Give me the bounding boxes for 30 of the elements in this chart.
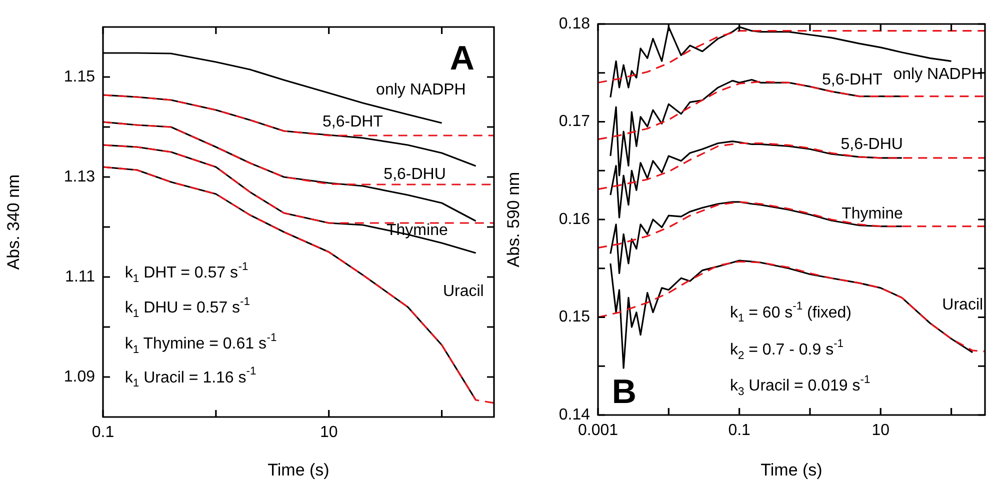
series-label: 5,6-DHT bbox=[822, 71, 883, 88]
y-tick-label: 1.13 bbox=[64, 168, 96, 186]
y-tick-label: 1.09 bbox=[64, 368, 96, 386]
legend-label: Uracil bbox=[442, 283, 484, 300]
x-tick-label: 0.001 bbox=[578, 422, 618, 440]
annotation: A bbox=[450, 40, 474, 78]
x-tick-label: 10 bbox=[872, 422, 890, 440]
y-tick-label: 0.18 bbox=[558, 15, 590, 32]
x-tick-label: 0.1 bbox=[92, 424, 114, 442]
y-tick-label: 0.17 bbox=[558, 113, 590, 130]
y-tick-label: 0.16 bbox=[558, 210, 590, 228]
annotation: B bbox=[612, 372, 636, 411]
series-label: 5,6-DHT bbox=[322, 114, 384, 131]
y-tick-label: 1.11 bbox=[65, 268, 96, 286]
y-axis-title: Abs. 340 nm bbox=[4, 174, 23, 270]
y-tick-label: 0.15 bbox=[558, 308, 590, 326]
x-tick-label: 0.1 bbox=[728, 422, 751, 440]
x-axis-title: Time (s) bbox=[760, 460, 822, 480]
legend-label: only NADPH bbox=[893, 66, 984, 84]
series-label: 5,6-DHU bbox=[840, 136, 903, 154]
series-label: Thymine bbox=[842, 205, 904, 222]
x-tick-label: 10 bbox=[320, 424, 338, 442]
series-label: Uracil bbox=[942, 296, 984, 314]
y-tick-label: 0.14 bbox=[558, 406, 590, 424]
y-axis-title: Abs. 590 nm bbox=[504, 172, 523, 268]
series-label: only NADPH bbox=[376, 82, 466, 99]
y-tick-label: 1.15 bbox=[64, 68, 96, 86]
x-axis-title: Time (s) bbox=[268, 460, 330, 480]
series-label: Thymine bbox=[386, 222, 448, 239]
series-label: 5,6-DHU bbox=[384, 166, 446, 184]
